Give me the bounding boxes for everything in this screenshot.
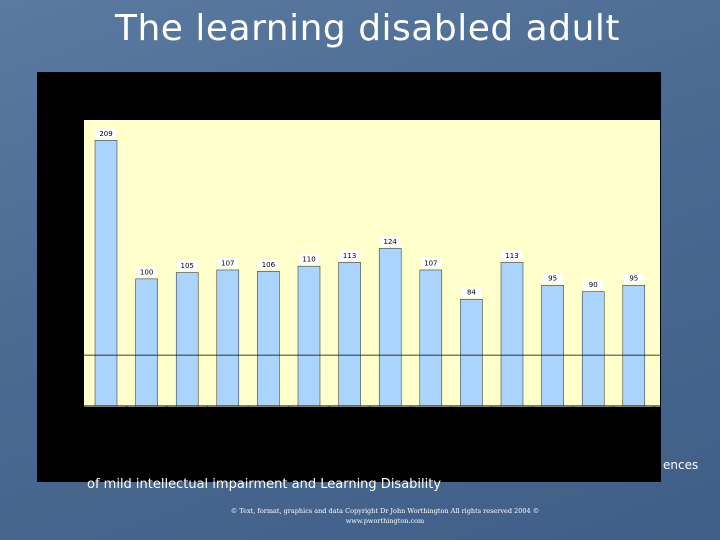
bar: [175, 272, 199, 407]
data-label-box: [258, 259, 279, 270]
bar: [216, 269, 240, 407]
data-label-box: [177, 260, 198, 271]
data-label: 107: [221, 259, 234, 267]
bars-group: 209 100 105 107 106 110 113 124 107 84 113 95 90 95: [94, 128, 646, 407]
data-label: 95: [548, 275, 557, 283]
data-label-box: [583, 279, 604, 290]
data-label: 113: [505, 252, 518, 260]
data-label: 84: [467, 289, 476, 297]
data-label: 95: [629, 275, 638, 283]
bar: [297, 265, 321, 407]
bar: [257, 271, 280, 407]
website-line: www.pworthington.com: [345, 517, 425, 525]
x-ticks-group: [85, 406, 655, 409]
data-label-box: [380, 236, 401, 247]
data-label: 209: [99, 130, 112, 138]
data-label: 106: [262, 261, 276, 269]
data-label: 113: [343, 252, 356, 260]
data-label: 105: [181, 262, 194, 270]
data-label-box: [96, 128, 116, 139]
bar: [135, 278, 158, 407]
data-label-box: [542, 273, 563, 284]
caption-fragment: ences: [663, 458, 699, 472]
data-label-box: [623, 273, 644, 284]
data-label-box: [461, 287, 482, 298]
data-label: 107: [424, 259, 437, 267]
copyright-line: © Text, format, graphics and data Copyri…: [230, 507, 540, 515]
data-label-box: [217, 257, 238, 268]
data-label-box: [502, 250, 522, 261]
slide-title: The learning disabled adult: [114, 8, 621, 49]
data-label: 124: [384, 238, 398, 246]
bar: [622, 284, 646, 407]
bar: [581, 291, 605, 407]
data-label: 100: [140, 268, 153, 276]
bar: [460, 298, 483, 407]
bar: [541, 284, 564, 407]
chart-frame: 209 100 105 107 106 110 113 124 107 84 113 95 90 95: [37, 72, 661, 482]
chart-caption: of mild intellectual impairment and Lear…: [87, 477, 442, 492]
data-label-box: [339, 250, 360, 261]
bar: [94, 140, 118, 407]
bar: [338, 262, 361, 407]
bar-chart: 209 100 105 107 106 110 113 124 107 84 113 95 90 95: [84, 120, 660, 409]
data-label: 90: [589, 281, 598, 289]
bar: [500, 262, 524, 407]
plot-area: [84, 120, 660, 407]
data-label-box: [420, 257, 441, 268]
copyright-notice: © Text, format, graphics and data Copyri…: [200, 506, 570, 526]
data-label-box: [136, 266, 157, 277]
data-label: 110: [302, 256, 315, 264]
bar: [419, 269, 443, 407]
bar: [378, 248, 402, 407]
data-label-box: [299, 254, 319, 265]
